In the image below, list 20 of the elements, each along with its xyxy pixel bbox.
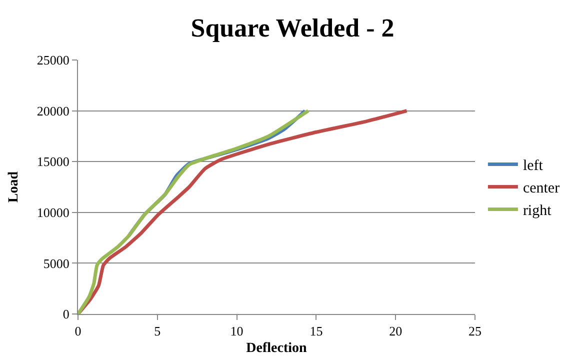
line-series <box>78 109 408 314</box>
y-tick-label: 15000 <box>36 154 70 170</box>
legend-label: right <box>522 203 552 220</box>
x-tick-label: 0 <box>74 324 82 339</box>
y-tick-label: 5000 <box>43 256 70 271</box>
y-tick-label: 0 <box>62 306 70 322</box>
x-axis-title: Deflection <box>246 340 308 356</box>
chart-title: Square Welded - 2 <box>190 13 394 42</box>
x-tick-label: 10 <box>230 324 244 339</box>
x-tick-label: 25 <box>468 324 482 339</box>
legend-label: center <box>522 180 560 197</box>
y-tick-label: 25000 <box>36 52 70 68</box>
legend-label: left <box>522 158 544 174</box>
x-tick-label: 5 <box>154 324 161 339</box>
y-axis-title: Load <box>6 171 22 203</box>
y-tick-label: 10000 <box>36 204 70 220</box>
x-tick-label: 20 <box>389 324 402 339</box>
line-series <box>78 109 310 314</box>
x-tick-label: 15 <box>310 324 323 339</box>
y-tick-label: 20000 <box>36 103 70 118</box>
